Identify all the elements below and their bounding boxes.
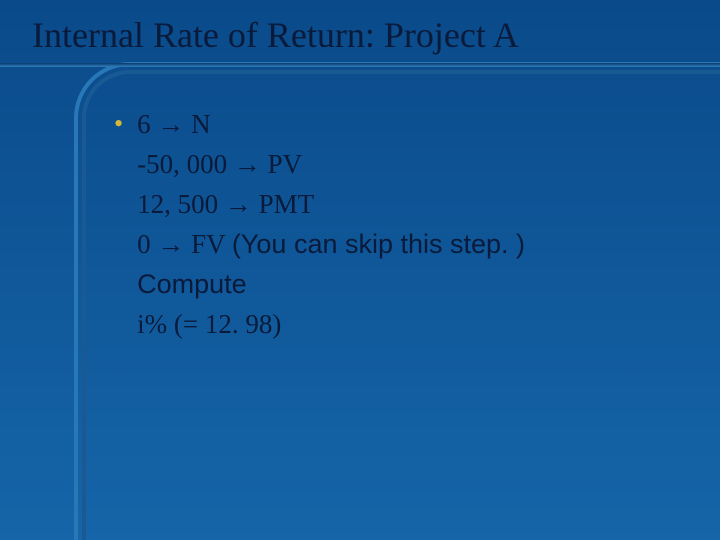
line-3-val: 12, 500 xyxy=(137,189,225,219)
arrow-icon: → xyxy=(234,149,261,179)
line-1: 6 → N xyxy=(137,104,525,144)
content-area: • 6 → N -50, 000 → PV 12, 500 → PMT 0 → … xyxy=(114,104,680,344)
line-1-val: 6 xyxy=(137,109,157,139)
line-6: i% (= 12. 98) xyxy=(137,304,525,344)
arrow-icon: → xyxy=(157,229,184,259)
line-2: -50, 000 → PV xyxy=(137,144,525,184)
line-1-key: N xyxy=(184,109,210,139)
line-4: 0 → FV (You can skip this step. ) xyxy=(137,224,525,264)
slide-title: Internal Rate of Return: Project A xyxy=(32,14,519,56)
bullet-block: • 6 → N -50, 000 → PV 12, 500 → PMT 0 → … xyxy=(114,104,680,344)
line-4-note: (You can skip this step. ) xyxy=(232,229,525,259)
arrow-icon: → xyxy=(157,109,184,139)
bullet-icon: • xyxy=(114,104,123,144)
text-lines: 6 → N -50, 000 → PV 12, 500 → PMT 0 → FV… xyxy=(137,104,525,344)
arrow-icon: → xyxy=(225,189,252,219)
line-3: 12, 500 → PMT xyxy=(137,184,525,224)
line-5: Compute xyxy=(137,264,525,304)
line-4-val: 0 xyxy=(137,229,157,259)
line-2-val: -50, 000 xyxy=(137,149,234,179)
line-4-key: FV xyxy=(184,229,232,259)
line-2-key: PV xyxy=(261,149,302,179)
title-underline xyxy=(0,63,720,67)
line-3-key: PMT xyxy=(252,189,314,219)
